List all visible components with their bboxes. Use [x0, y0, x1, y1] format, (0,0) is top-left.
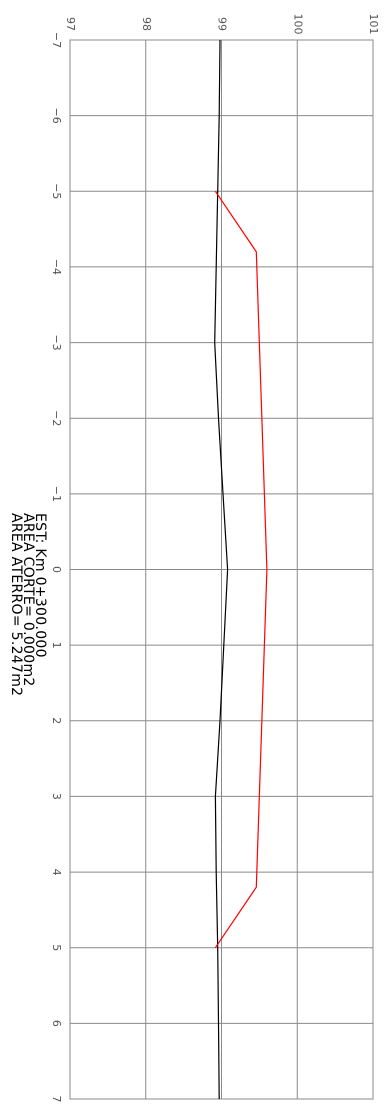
station-tick-label: −5: [50, 183, 63, 199]
series-lines: [214, 39, 268, 1100]
design-section-line: [214, 190, 268, 949]
station-tick-labels: −7 −6 −5 −4 −3 −2 −1 0 1 2 3 4 5 6 7: [50, 32, 63, 1103]
station-tick-label: −1: [50, 486, 63, 502]
station-tick-label: −4: [50, 259, 63, 275]
elevation-tick-label: 99: [216, 17, 229, 31]
elevation-tick-labels: 97 98 99 100 101: [64, 14, 380, 35]
station-tick-label: 1: [50, 642, 63, 649]
terrain-profile-line: [214, 39, 229, 1100]
annotation-cut-area: AREA CORTE= 0.000m2: [20, 513, 36, 687]
station-tick-label: 3: [50, 793, 63, 800]
station-tick-label: −3: [50, 334, 63, 350]
station-tick-label: 0: [50, 566, 63, 573]
elevation-tick-label: 97: [64, 17, 77, 31]
station-tick-label: −6: [50, 108, 63, 124]
elevation-tick-label: 100: [291, 14, 304, 35]
annotation-fill-area: AREA ATERRO= 5.247m2: [8, 513, 24, 696]
station-tick-label: 6: [50, 1020, 63, 1027]
station-tick-label: 4: [50, 869, 63, 876]
area-annotation: EST: Km 0+300.000 AREA CORTE= 0.000m2 AR…: [8, 513, 48, 696]
elevation-tick-label: 101: [367, 14, 380, 35]
station-tick-label: −2: [50, 410, 63, 426]
station-tick-label: 2: [50, 717, 63, 724]
grid-lines: [69, 39, 374, 1100]
station-tick-label: 5: [50, 944, 63, 951]
annotation-station: EST: Km 0+300.000: [32, 513, 48, 658]
station-tick-label: −7: [50, 32, 63, 48]
station-tick-label: 7: [50, 1096, 63, 1103]
elevation-tick-label: 98: [140, 17, 153, 31]
